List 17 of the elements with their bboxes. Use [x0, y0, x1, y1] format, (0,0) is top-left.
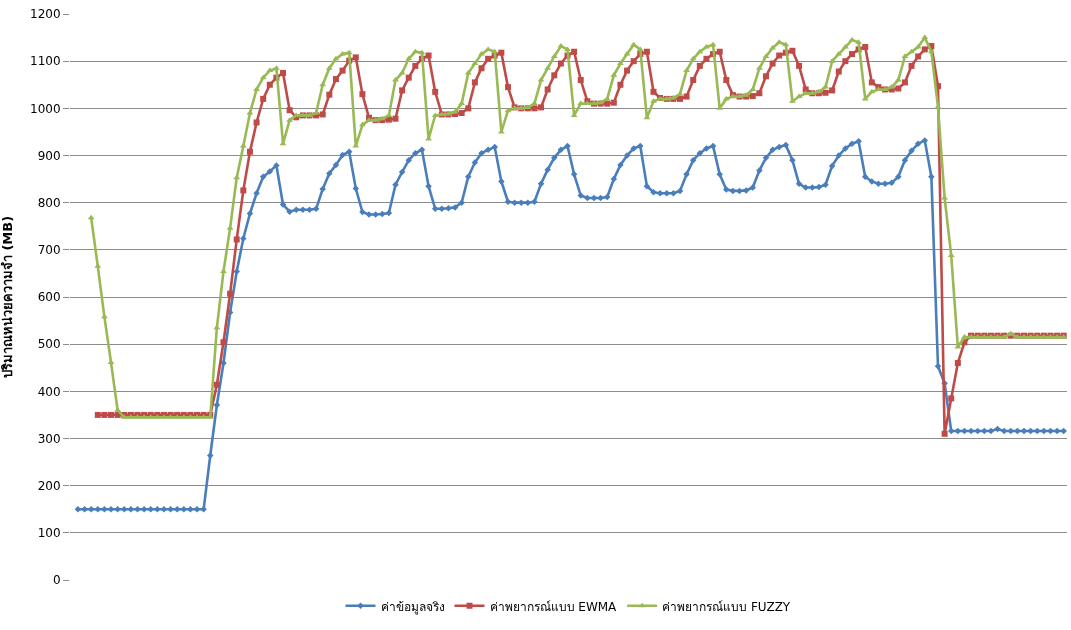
y-tick-label: 300: [37, 431, 61, 446]
y-tick-label: 400: [37, 384, 61, 399]
y-tick-label: 1100: [30, 54, 61, 69]
y-tick-label: 200: [37, 478, 61, 493]
y-tick-label: 700: [37, 243, 61, 258]
y-tick-label: 1200: [30, 7, 61, 22]
y-tick-label: 600: [37, 290, 61, 305]
legend-label: ค่าพยากรณ์แบบ FUZZY: [662, 599, 791, 614]
y-tick-label: 0: [52, 573, 61, 588]
legend-label: ค่าพยากรณ์แบบ EWMA: [489, 599, 618, 614]
y-axis-title: ปริมาณหน่วยความจำ (MB): [0, 215, 15, 379]
legend-label: ค่าข้อมูลจริง: [380, 599, 445, 615]
y-tick-label: 500: [37, 337, 61, 352]
y-tick-label: 900: [37, 148, 61, 163]
y-tick-label: 1000: [30, 101, 61, 116]
y-tick-label: 800: [37, 195, 61, 210]
y-tick-label: 100: [37, 526, 61, 541]
